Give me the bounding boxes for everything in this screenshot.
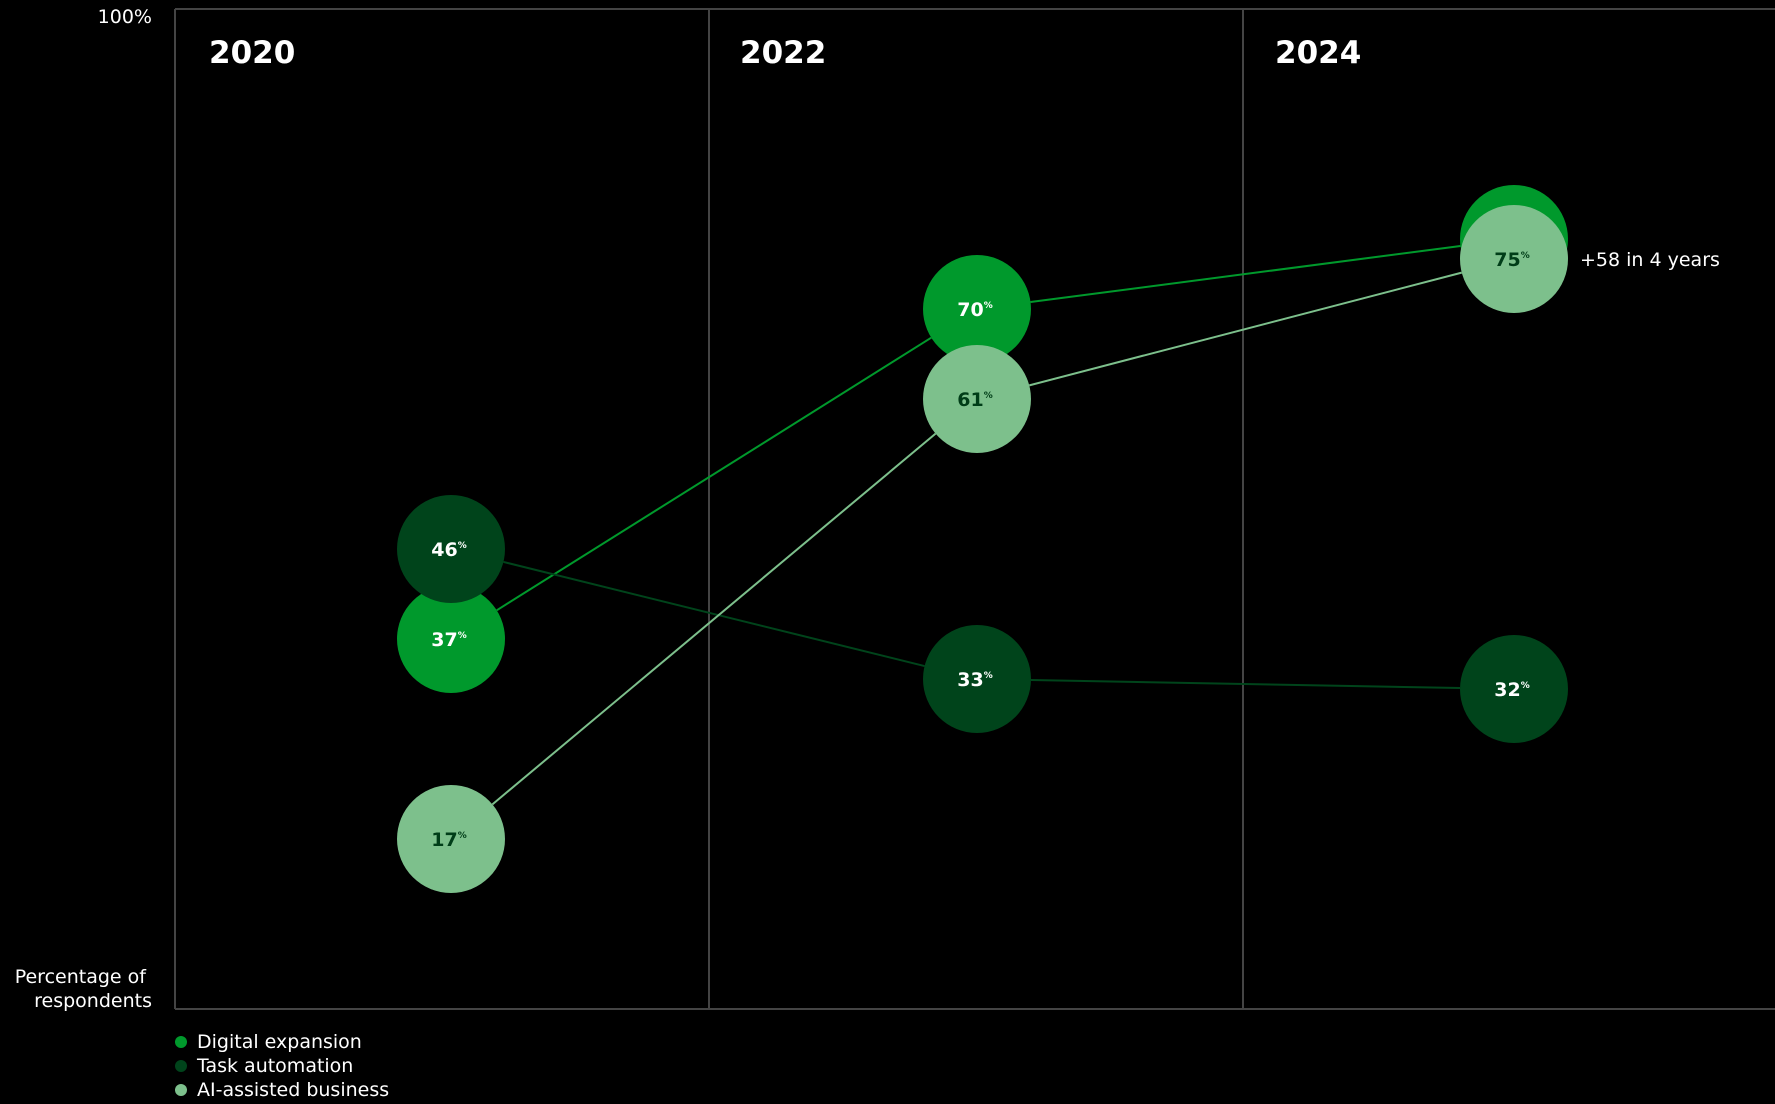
data-point-2-0 xyxy=(397,785,505,893)
data-label-2-2: 75% xyxy=(1494,249,1529,271)
data-label-1-0: 46% xyxy=(431,539,466,561)
data-point-0-1 xyxy=(923,255,1031,363)
legend-item-2: AI-assisted business xyxy=(175,1078,389,1102)
legend-label-1: Task automation xyxy=(197,1055,354,1077)
data-point-0-0 xyxy=(397,585,505,693)
data-point-1-1 xyxy=(923,625,1031,733)
series-line-1-0 xyxy=(503,560,925,668)
y-axis-top-label: 100% xyxy=(98,6,152,28)
series-line-0-0 xyxy=(496,336,932,612)
annotation-text: +58 in 4 years xyxy=(1580,249,1720,271)
data-point-1-0 xyxy=(397,495,505,603)
legend-item-1: Task automation xyxy=(175,1054,389,1078)
data-label-2-0: 17% xyxy=(431,829,466,851)
data-label-1-1: 33% xyxy=(957,669,992,691)
year-label-2024: 2024 xyxy=(1275,35,1361,71)
data-point-2-1 xyxy=(923,345,1031,453)
legend-dot-0 xyxy=(175,1036,187,1048)
legend: Digital expansion Task automation AI-assis… xyxy=(175,1030,389,1102)
year-label-2020: 2020 xyxy=(209,35,295,71)
data-point-2-2 xyxy=(1460,205,1568,313)
year-label-2022: 2022 xyxy=(740,35,826,71)
series-line-2-1 xyxy=(1029,271,1462,387)
legend-dot-1 xyxy=(175,1060,187,1072)
data-label-0-0: 37% xyxy=(431,629,466,651)
legend-label-0: Digital expansion xyxy=(197,1031,362,1053)
legend-dot-2 xyxy=(175,1084,187,1096)
series-line-1-1 xyxy=(1030,679,1461,689)
data-point-1-2 xyxy=(1460,635,1568,743)
data-label-1-2: 32% xyxy=(1494,679,1529,701)
y-axis-label: Percentage of respondents xyxy=(15,966,152,1012)
data-label-2-1: 61% xyxy=(957,389,992,411)
legend-item-0: Digital expansion xyxy=(175,1030,389,1054)
series-layer: 37%70%77%46%33%32%17%61%75%+58 in 4 year… xyxy=(397,185,1720,893)
legend-label-2: AI-assisted business xyxy=(197,1079,390,1101)
data-label-0-1: 70% xyxy=(957,299,992,321)
series-line-0-1 xyxy=(1030,244,1461,304)
series-line-2-0 xyxy=(491,432,937,806)
